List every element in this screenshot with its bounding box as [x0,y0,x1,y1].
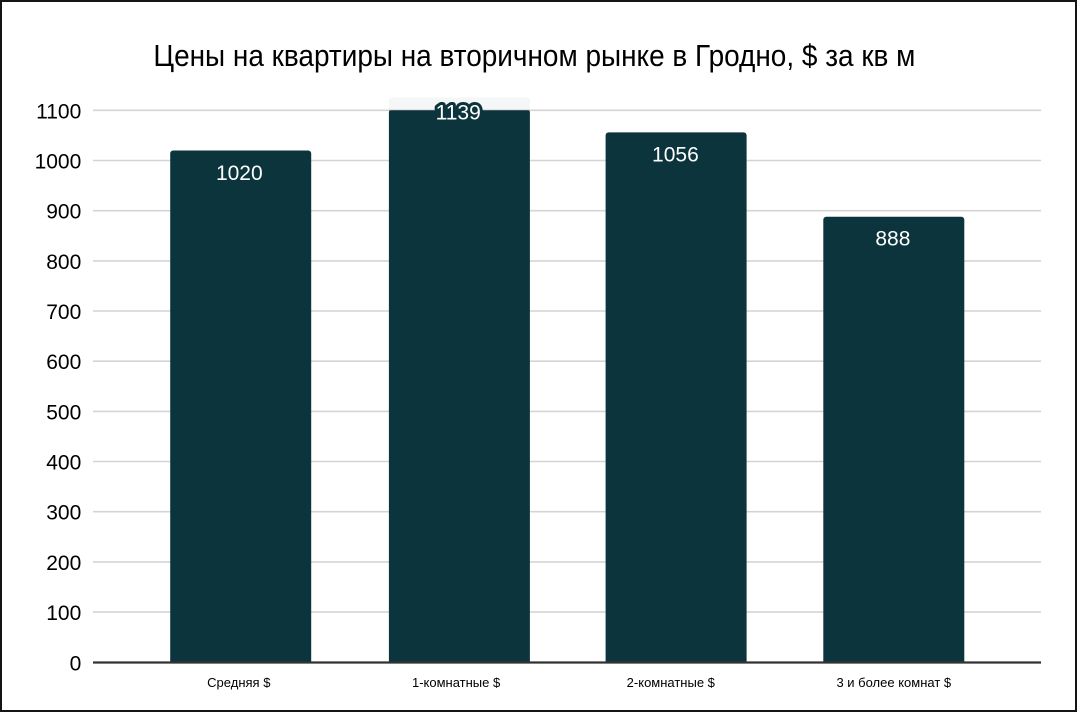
svg-text:3 и более комнат $: 3 и более комнат $ [836,675,951,690]
svg-text:1020: 1020 [216,162,263,185]
svg-text:500: 500 [46,401,81,424]
svg-text:300: 300 [46,502,81,525]
svg-text:200: 200 [46,552,81,575]
svg-text:600: 600 [46,351,81,374]
svg-text:Средняя $: Средняя $ [207,675,271,690]
svg-text:1100: 1100 [36,100,81,123]
svg-text:0: 0 [70,652,82,675]
svg-text:2-комнатные $: 2-комнатные $ [627,675,716,690]
svg-text:100: 100 [46,602,81,625]
svg-text:Цены на квартиры на вторичном: Цены на квартиры на вторичном рынке в Гр… [153,38,915,73]
svg-text:400: 400 [46,452,81,475]
svg-text:1-комнатные $: 1-комнатные $ [412,675,501,690]
svg-text:1000: 1000 [35,151,82,174]
svg-text:800: 800 [46,251,81,274]
svg-text:1139: 1139 [436,102,481,125]
svg-text:900: 900 [46,201,81,224]
svg-text:888: 888 [875,228,910,251]
svg-text:700: 700 [46,301,81,324]
svg-text:1056: 1056 [652,143,699,166]
